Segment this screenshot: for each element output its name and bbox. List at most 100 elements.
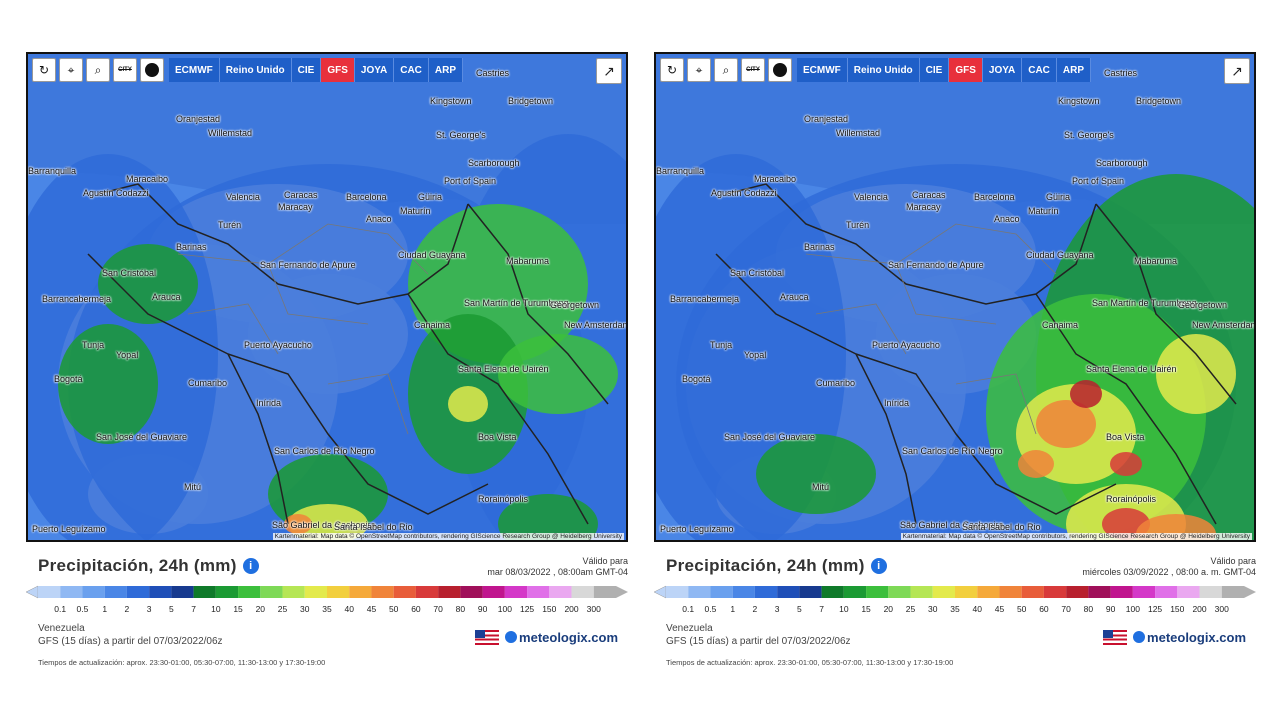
model-tab-arp[interactable]: ARP: [429, 58, 464, 82]
info-icon[interactable]: i: [242, 558, 259, 574]
brand[interactable]: meteologix.com: [1103, 630, 1246, 645]
state-border: [177, 253, 369, 325]
model-tab-reino-unido[interactable]: Reino Unido: [848, 58, 920, 82]
brand[interactable]: meteologix.com: [475, 630, 618, 645]
us-flag-icon[interactable]: [475, 630, 500, 645]
city-toggle-button[interactable]: CITY: [113, 58, 137, 82]
scale-swatch: [866, 586, 889, 598]
country-border: [715, 253, 917, 525]
scale-label: 7: [819, 604, 824, 614]
scale-swatch: [666, 586, 689, 598]
forecast-panel-left: ↻ ⌖ ⌕ CITY ECMWF Reino Unido CIE GFS JOYA CAC…: [26, 52, 628, 672]
scale-label: 80: [455, 604, 466, 614]
valid-for: Válido para miércoles 03/09/2022 , 08:00…: [1082, 556, 1256, 578]
scale-label: 90: [1105, 604, 1116, 614]
scale-label: 15: [861, 604, 871, 614]
color-scale-labels: 0.1 0.5 1 2 3 5 7 10 15 20 25 30 35 40 45 50 60 70 80 90 100…: [38, 604, 616, 614]
marker-button[interactable]: [768, 58, 792, 82]
scale-label: 50: [388, 604, 399, 614]
city-label: Cumaribo: [188, 378, 228, 388]
city-label: Mitú: [812, 482, 830, 492]
scale-swatch: [282, 586, 305, 598]
city-label: Willemstad: [208, 128, 253, 138]
model-tab-joya[interactable]: JOYA: [355, 58, 395, 82]
zoom-button[interactable]: ⌕: [86, 58, 110, 82]
model-tab-cac[interactable]: CAC: [1022, 58, 1057, 82]
city-label: Valencia: [854, 192, 888, 202]
refresh-button[interactable]: ↻: [660, 58, 684, 82]
model-tab-cie[interactable]: CIE: [920, 58, 950, 82]
model-tab-joya[interactable]: JOYA: [983, 58, 1023, 82]
scale-swatch: [1066, 586, 1089, 598]
scale-swatch: [821, 586, 844, 598]
city-label: San Martín de Turumbang: [464, 298, 569, 308]
scale-swatch: [104, 586, 127, 598]
scale-label: 0.1: [682, 604, 695, 614]
city-label: San Cristóbal: [730, 268, 785, 278]
color-scale-labels: 0.1 0.5 1 2 3 5 7 10 15 20 25 30 35 40 45 50 60 70 80 90 100…: [666, 604, 1244, 614]
us-flag-icon[interactable]: [1103, 630, 1128, 645]
pin-icon: ⌖: [67, 62, 75, 77]
model-tab-gfs[interactable]: GFS: [949, 58, 983, 82]
title-row: Precipitación, 24h (mm) i Válido para mar…: [38, 556, 628, 580]
city-label: Turén: [218, 220, 242, 230]
state-border: [327, 373, 409, 435]
share-button[interactable]: ↗: [1224, 58, 1250, 84]
precipitation-map[interactable]: ↻ ⌖ ⌕ CITY ECMWF Reino Unido CIE GFS JOYA CAC…: [654, 52, 1256, 542]
scale-label: 5: [797, 604, 802, 614]
valid-for: Válido para mar 08/03/2022 , 08:00am GMT…: [487, 556, 628, 578]
scale-arrow-left: [654, 585, 667, 599]
city-label: Rorainópolis: [478, 494, 529, 504]
color-scale-bar: [26, 585, 628, 599]
model-tab-cie[interactable]: CIE: [292, 58, 322, 82]
model-tab-ecmwf[interactable]: ECMWF: [797, 58, 848, 82]
locate-button[interactable]: ⌖: [59, 58, 83, 82]
country-border: [1095, 203, 1237, 405]
city-label: Santa Isabel do Rio: [962, 522, 1041, 532]
scale-label: 25: [905, 604, 916, 614]
city-label: Barrancabermeja: [42, 294, 112, 304]
precipitation-area: [498, 334, 618, 414]
scale-label: 150: [1170, 604, 1185, 614]
scale-swatch: [393, 586, 416, 598]
info-icon[interactable]: i: [870, 558, 887, 574]
map-attribution: Kartenmaterial: Map data © OpenStreetMap…: [900, 533, 1252, 540]
map-layer: [28, 54, 626, 540]
model-tab-gfs[interactable]: GFS: [321, 58, 355, 82]
city-label: New Amsterdam: [564, 320, 628, 330]
scale-label: 70: [433, 604, 443, 614]
share-button[interactable]: ↗: [596, 58, 622, 84]
zoom-button[interactable]: ⌕: [714, 58, 738, 82]
model-tab-arp[interactable]: ARP: [1057, 58, 1092, 82]
model-tab-cac[interactable]: CAC: [394, 58, 429, 82]
city-label: Santa Isabel do Rio: [334, 522, 413, 532]
refresh-icon: ↻: [38, 63, 50, 77]
marker-button[interactable]: [140, 58, 164, 82]
city-toggle-button[interactable]: CITY: [741, 58, 765, 82]
country-border: [407, 293, 589, 525]
locate-button[interactable]: ⌖: [687, 58, 711, 82]
refresh-button[interactable]: ↻: [32, 58, 56, 82]
region-label: Venezuela: [666, 623, 713, 634]
city-label: Castries: [1104, 68, 1138, 78]
map-toolbar: ↻ ⌖ ⌕ CITY ECMWF Reino Unido CIE GFS JOYA CAC…: [32, 58, 464, 82]
model-tab-reino-unido[interactable]: Reino Unido: [220, 58, 292, 82]
model-run-label: GFS (15 días) a partir del 07/03/2022/06…: [666, 636, 851, 647]
city-label: Barranquilla: [656, 166, 705, 176]
share-icon: ↗: [1231, 62, 1243, 79]
city-label: Bridgetown: [508, 96, 554, 106]
scale-label: 30: [928, 604, 938, 614]
share-icon: ↗: [603, 62, 615, 79]
city-label: Canaima: [1042, 320, 1079, 330]
scale-label: 15: [233, 604, 243, 614]
city-label: Barinas: [804, 242, 835, 252]
scale-swatch: [688, 586, 711, 598]
scale-swatch: [215, 586, 239, 598]
city-label: Agustín Codazzi: [83, 188, 149, 198]
model-tab-ecmwf[interactable]: ECMWF: [169, 58, 220, 82]
scale-swatch: [1199, 586, 1222, 598]
precipitation-map[interactable]: ↻ ⌖ ⌕ CITY ECMWF Reino Unido CIE GFS JOYA CAC…: [26, 52, 628, 542]
scale-label: 40: [344, 604, 354, 614]
city-label: Anaco: [366, 214, 392, 224]
scale-swatch: [799, 586, 822, 598]
